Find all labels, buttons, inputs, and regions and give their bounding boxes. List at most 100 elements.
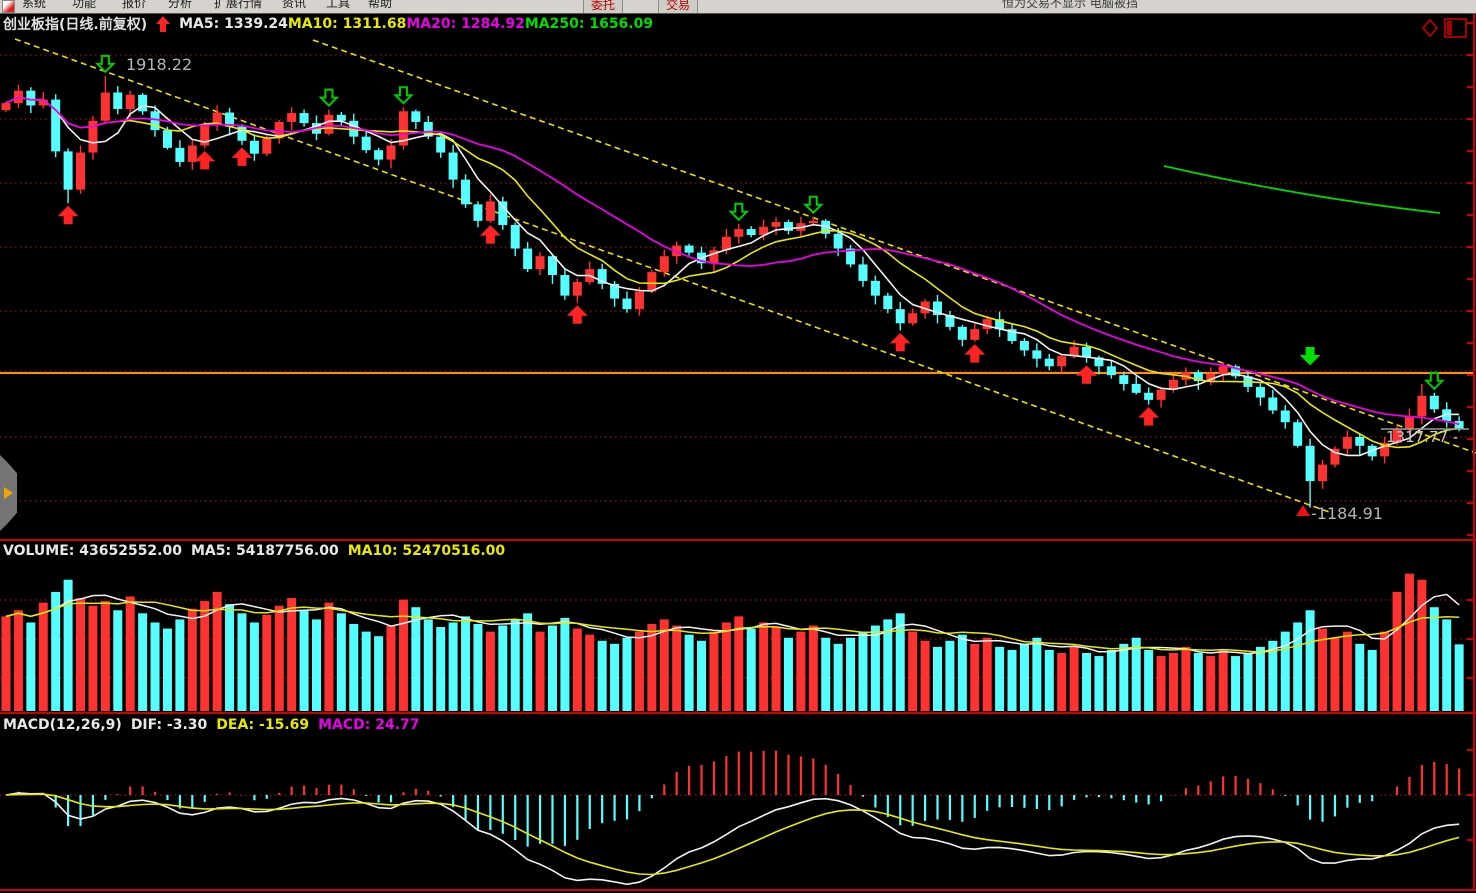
- candle: [448, 152, 458, 180]
- trade-button-0[interactable]: 委托: [583, 0, 624, 13]
- candle: [1131, 383, 1141, 393]
- menu-item-2[interactable]: 报价: [122, 0, 147, 10]
- volume-bar: [498, 625, 508, 711]
- candle: [759, 226, 769, 235]
- volume-bar: [883, 619, 893, 711]
- volume-bar: [597, 640, 607, 711]
- volume-bar: [1069, 646, 1079, 711]
- volume-bar: [796, 631, 806, 711]
- volume-bar: [51, 591, 61, 711]
- volume-bar: [138, 613, 148, 711]
- volume-bar: [1193, 653, 1203, 711]
- volume-bar: [436, 627, 446, 711]
- candle: [783, 222, 793, 231]
- buy-arrow-marker: [889, 332, 911, 352]
- volume-bar: [1342, 631, 1352, 711]
- candle: [461, 179, 471, 205]
- volume-bar: [1442, 619, 1452, 711]
- candle: [187, 145, 197, 162]
- candle: [411, 111, 421, 122]
- volume-bar: [870, 625, 880, 711]
- volume-bar: [1231, 656, 1241, 711]
- volume-bar: [995, 646, 1005, 711]
- volume-bar: [1429, 607, 1439, 711]
- menu-item-4[interactable]: 扩展行情: [214, 0, 263, 10]
- volume-bar: [759, 622, 769, 711]
- trade-button-1[interactable]: 交易: [658, 0, 699, 13]
- candle: [1454, 421, 1464, 430]
- candle: [659, 256, 669, 273]
- volume-bar: [1206, 656, 1216, 711]
- volume-bar: [461, 616, 471, 711]
- candle: [771, 222, 781, 227]
- sell-arrow-marker: [94, 54, 116, 74]
- split-window-icon[interactable]: [1444, 18, 1468, 38]
- volume-bar: [398, 599, 408, 711]
- volume-bar: [945, 640, 955, 711]
- candle: [821, 220, 831, 234]
- volume-label-1: MA5: 54187756.00: [190, 543, 339, 559]
- menu-item-3[interactable]: 分析: [168, 0, 193, 10]
- volume-bar: [249, 622, 259, 711]
- ma-label-0: MA5: 1339.24: [179, 16, 288, 32]
- volume-bar: [697, 640, 707, 711]
- candle: [622, 298, 632, 310]
- volume-bar: [336, 613, 346, 711]
- candle: [1293, 422, 1303, 446]
- candle: [398, 111, 408, 146]
- diamond-icon[interactable]: [1421, 18, 1439, 38]
- volume-bar: [1380, 631, 1390, 711]
- candle: [1342, 436, 1352, 449]
- macd-label-2: DEA: -15.69: [216, 717, 310, 733]
- volume-bar: [610, 643, 620, 711]
- volume-bar: [734, 616, 744, 711]
- sidebar-expand-handle[interactable]: [0, 455, 17, 531]
- candle: [1069, 346, 1079, 357]
- menu-item-0[interactable]: 系统: [22, 0, 47, 10]
- menu-item-6[interactable]: 工具: [326, 0, 351, 10]
- candle: [734, 229, 744, 237]
- candle: [1193, 372, 1203, 382]
- candle: [1007, 329, 1017, 341]
- volume-bar: [808, 625, 818, 711]
- candle: [262, 138, 272, 154]
- candle: [883, 295, 893, 310]
- menu-item-7[interactable]: 帮助: [368, 0, 393, 10]
- candle: [138, 94, 148, 112]
- candle: [721, 236, 731, 251]
- candle: [970, 329, 980, 340]
- candle: [982, 319, 992, 330]
- candle: [485, 201, 495, 221]
- volume-bar: [38, 602, 48, 711]
- volume-bar: [1044, 649, 1054, 711]
- candle: [870, 280, 880, 296]
- volume-bar: [957, 634, 967, 711]
- candle: [299, 113, 309, 124]
- volume-bar: [1218, 649, 1228, 711]
- candle: [38, 99, 48, 106]
- candle: [510, 224, 520, 249]
- candle: [1404, 416, 1414, 430]
- candle: [150, 111, 160, 131]
- candle: [945, 315, 955, 327]
- candle: [933, 301, 942, 316]
- volume-bar: [324, 602, 334, 711]
- volume-bar: [1404, 573, 1414, 711]
- menu-item-1[interactable]: 功能: [72, 0, 97, 10]
- price-label: 1918.22: [126, 55, 192, 74]
- volume-bar: [1057, 653, 1067, 711]
- volume-bar: [100, 601, 110, 711]
- buy-arrow-marker: [231, 147, 253, 166]
- candle: [100, 92, 110, 121]
- menu-item-5[interactable]: 资讯: [282, 0, 307, 10]
- volume-bar: [1106, 649, 1116, 711]
- candle: [1280, 410, 1290, 423]
- price-label: 1317.77 -: [1386, 428, 1458, 446]
- ma-label-2: MA20: 1284.92: [406, 16, 525, 32]
- volume-bar: [547, 625, 557, 711]
- volume-bar: [895, 613, 905, 711]
- price-label: -1184.91: [1311, 504, 1383, 523]
- volume-label-2: MA10: 52470516.00: [347, 543, 506, 559]
- volume-bar: [212, 591, 222, 711]
